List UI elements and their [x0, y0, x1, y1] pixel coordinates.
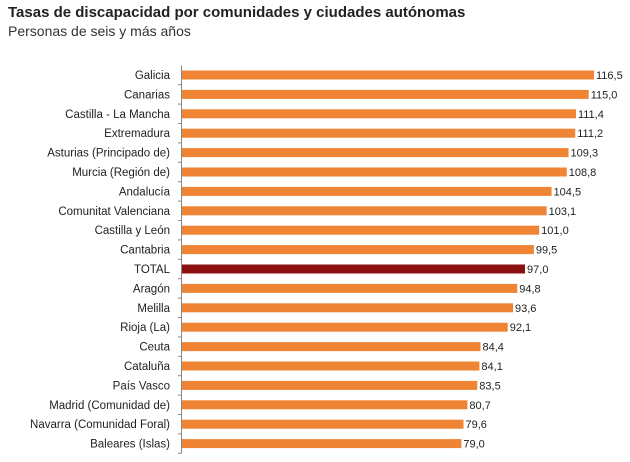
bar-total: [182, 264, 526, 274]
value-label: 115,0: [591, 89, 618, 101]
bar: [182, 70, 594, 80]
bar: [182, 361, 480, 371]
value-label: 84,1: [481, 361, 502, 373]
value-label: 108,8: [569, 167, 597, 179]
value-label: 101,0: [541, 225, 569, 237]
bar: [182, 109, 576, 119]
bar: [182, 206, 547, 216]
value-label: 79,6: [466, 419, 487, 431]
chart-subtitle: Personas de seis y más años: [8, 23, 191, 39]
bar: [182, 128, 576, 138]
value-label: 116,5: [596, 70, 623, 82]
category-label: Cataluña: [124, 361, 171, 373]
value-label: 94,8: [519, 283, 540, 295]
value-label: 111,2: [577, 128, 603, 140]
category-label: Baleares (Islas): [90, 439, 170, 451]
category-label: Galicia: [135, 70, 171, 82]
value-label: 83,5: [479, 380, 500, 392]
bar: [182, 283, 518, 293]
bar: [182, 245, 534, 255]
value-label: 79,0: [463, 439, 484, 451]
bar: [182, 225, 540, 235]
category-label: Madrid (Comunidad de): [49, 400, 170, 412]
category-label: Aragón: [133, 283, 170, 295]
category-label: Rioja (La): [120, 322, 170, 334]
value-label: 111,4: [578, 109, 604, 121]
category-label: Canarias: [124, 89, 170, 101]
bar: [182, 148, 569, 158]
bar: [182, 419, 464, 429]
bar: [182, 167, 567, 177]
bar: [182, 322, 508, 332]
bar: [182, 303, 514, 313]
value-label: 97,0: [527, 264, 548, 276]
category-label: Castilla - La Mancha: [65, 109, 170, 121]
value-label: 80,7: [469, 400, 490, 412]
category-label: Extremadura: [104, 128, 170, 140]
value-label: 103,1: [549, 206, 577, 218]
bar: [182, 380, 478, 390]
value-label: 99,5: [536, 245, 557, 257]
category-label: País Vasco: [113, 380, 170, 392]
category-label: Castilla y León: [95, 225, 170, 237]
value-label: 104,5: [554, 186, 582, 198]
category-label: Murcia (Región de): [72, 167, 170, 179]
category-label: TOTAL: [134, 264, 171, 276]
value-label: 93,6: [515, 303, 536, 315]
category-label: Comunitat Valenciana: [58, 206, 170, 218]
bar: [182, 439, 462, 449]
category-label: Cantabria: [120, 245, 170, 257]
category-label: Andalucía: [119, 186, 171, 198]
bar: [182, 186, 552, 196]
category-label: Ceuta: [139, 342, 170, 354]
category-label: Melilla: [137, 303, 170, 315]
category-label: Asturias (Principado de): [47, 148, 170, 160]
value-label: 109,3: [571, 148, 599, 160]
bar: [182, 342, 481, 352]
bar: [182, 400, 468, 410]
category-label: Navarra (Comunidad Foral): [30, 419, 170, 431]
value-label: 84,4: [482, 342, 503, 354]
value-label: 92,1: [510, 322, 531, 334]
chart-title: Tasas de discapacidad por comunidades y …: [8, 4, 466, 21]
bar: [182, 89, 589, 99]
